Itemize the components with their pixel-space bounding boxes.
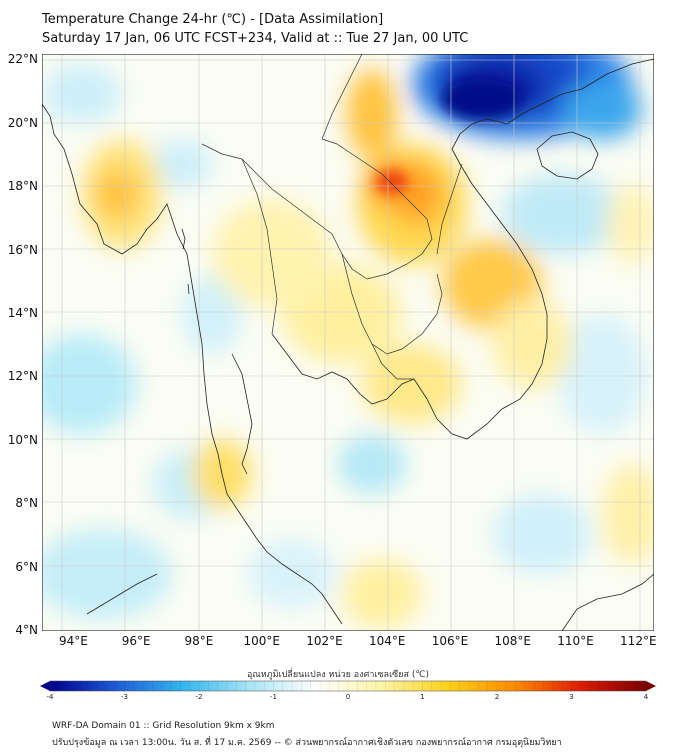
colorbar-tick-label: 3 <box>569 693 574 701</box>
latitude-label: 10°N <box>7 432 38 447</box>
longitude-label: 106°E <box>431 634 469 648</box>
longitude-label: 112°E <box>620 634 657 648</box>
temperature-field-map[interactable] <box>41 53 655 632</box>
latitude-label: 14°N <box>7 305 38 320</box>
colorbar-tick-label: 0 <box>345 693 351 701</box>
map-title: Temperature Change 24-hr (℃) - [Data Ass… <box>42 12 384 27</box>
colorbar-tick-label: -3 <box>121 693 128 701</box>
latitude-label: 18°N <box>7 179 38 194</box>
coastlines <box>41 58 655 632</box>
longitude-label: 100°E <box>243 634 280 648</box>
latitude-label: 12°N <box>7 369 38 384</box>
country-borders <box>201 53 463 380</box>
latitude-label: 8°N <box>15 496 38 511</box>
colorbar-min-extend <box>40 681 50 691</box>
longitude-label: 96°E <box>121 634 151 648</box>
colorbar-tick-label: -2 <box>195 693 203 701</box>
footer-credits: ปรับปรุงข้อมูล ณ เวลา 13:00น. วัน ส. ที่… <box>52 738 562 748</box>
colorbar-tick-label: 4 <box>643 693 649 701</box>
colorbar-tick-label: -4 <box>46 693 54 701</box>
latitude-label: 6°N <box>15 559 38 574</box>
longitude-label: 108°E <box>494 634 532 648</box>
longitude-label: 94°E <box>58 634 88 648</box>
graticule <box>42 54 654 631</box>
longitude-label: 104°E <box>368 634 406 648</box>
colorbar-tick-label: -1 <box>270 693 277 701</box>
longitude-label: 98°E <box>184 634 214 648</box>
colorbar-max-extend <box>646 681 656 691</box>
map-panel[interactable] <box>41 53 655 632</box>
footer-model-info: WRF-DA Domain 01 :: Grid Resolution 9km … <box>52 721 275 731</box>
latitude-label: 22°N <box>7 52 38 67</box>
map-subtitle: Saturday 17 Jan, 06 UTC FCST+234, Valid … <box>42 31 469 46</box>
colorbar <box>40 680 656 692</box>
colorbar-tick-label: 2 <box>494 693 500 701</box>
latitude-label: 16°N <box>7 242 38 257</box>
longitude-label: 102°E <box>306 634 343 648</box>
latitude-label: 20°N <box>7 115 38 130</box>
colorbar-title: อุณหภูมิเปลี่ยนแปลง หน่วย องศาเซลเซียส (… <box>246 670 430 680</box>
latitude-label: 4°N <box>15 623 38 637</box>
temperature-shading <box>42 54 654 631</box>
colorbar-tick-label: 1 <box>420 693 425 701</box>
longitude-label: 110°E <box>557 634 594 648</box>
